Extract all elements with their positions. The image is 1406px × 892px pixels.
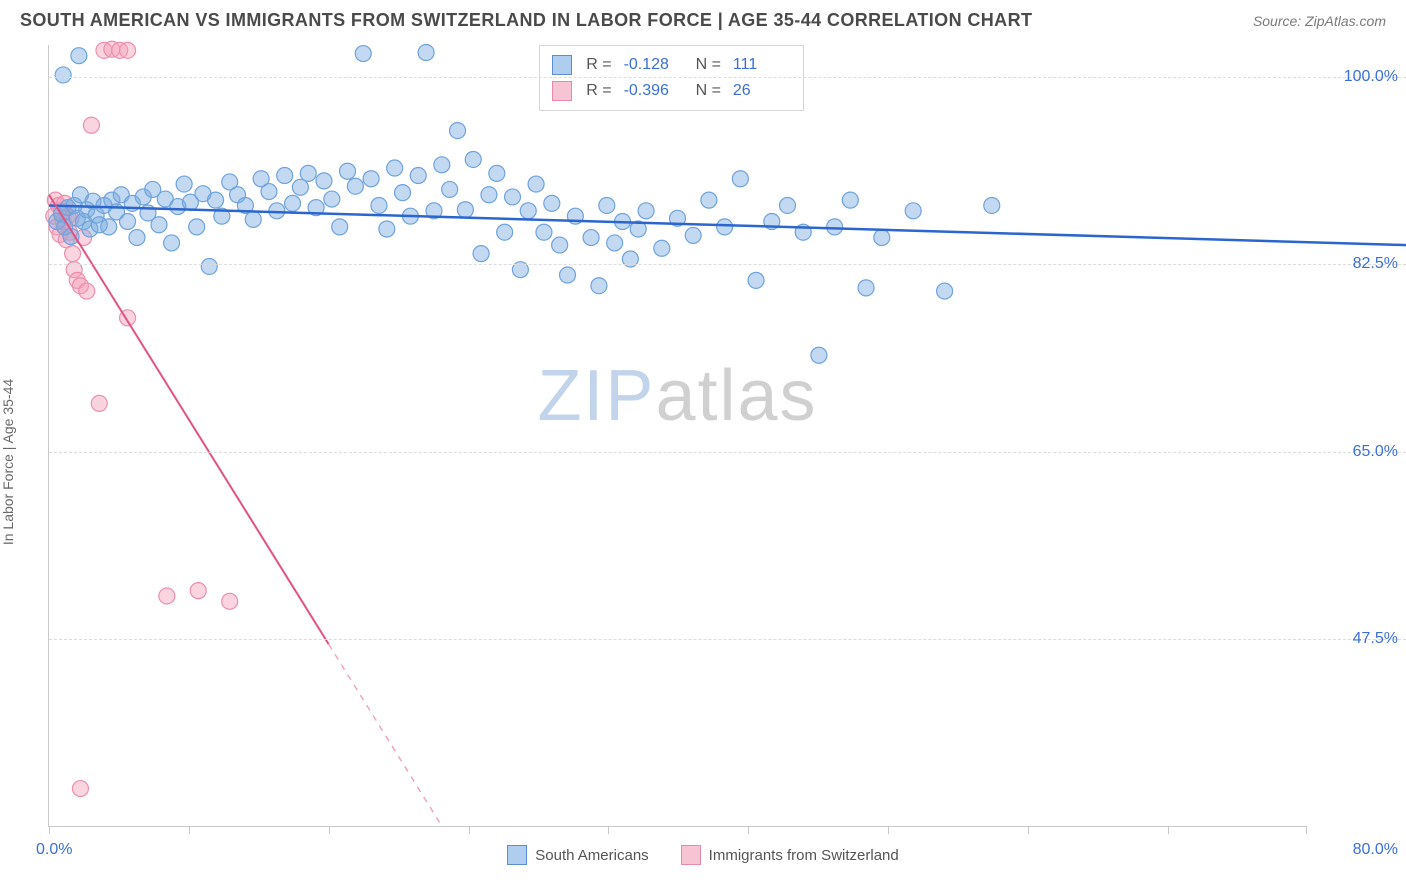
x-tick xyxy=(1028,826,1029,834)
legend-blue: South Americans xyxy=(507,845,648,865)
stat-r-pink: -0.396 xyxy=(624,78,682,104)
plot-svg xyxy=(49,45,1306,826)
stat-n-pink: 26 xyxy=(733,78,791,104)
chart-container: In Labor Force | Age 35-44 ZIPatlas R = … xyxy=(0,37,1406,887)
chart-title: SOUTH AMERICAN VS IMMIGRANTS FROM SWITZE… xyxy=(20,10,1032,31)
x-tick xyxy=(1168,826,1169,834)
stat-n-label: N = xyxy=(696,52,721,78)
x-tick xyxy=(888,826,889,834)
plot-area: ZIPatlas R = -0.128 N = 111 R = -0.396 N… xyxy=(48,45,1306,827)
x-tick xyxy=(329,826,330,834)
gridline xyxy=(49,77,1406,78)
legend-blue-label: South Americans xyxy=(535,847,648,864)
header: SOUTH AMERICAN VS IMMIGRANTS FROM SWITZE… xyxy=(0,0,1406,37)
y-tick-label: 82.5% xyxy=(1353,255,1398,273)
x-tick xyxy=(1306,826,1307,834)
swatch-blue-icon xyxy=(552,55,572,75)
x-tick xyxy=(189,826,190,834)
y-tick-label: 47.5% xyxy=(1353,630,1398,648)
y-axis-label: In Labor Force | Age 35-44 xyxy=(0,379,16,545)
y-tick-label: 100.0% xyxy=(1344,68,1398,86)
stat-r-label: R = xyxy=(586,52,611,78)
gridline xyxy=(49,264,1406,265)
swatch-pink-icon xyxy=(552,81,572,101)
legend-pink-label: Immigrants from Switzerland xyxy=(709,847,899,864)
footer-legend: South Americans Immigrants from Switzerl… xyxy=(0,845,1406,865)
legend-pink: Immigrants from Switzerland xyxy=(681,845,899,865)
gridline xyxy=(49,452,1406,453)
x-tick xyxy=(469,826,470,834)
x-tick xyxy=(608,826,609,834)
x-tick xyxy=(748,826,749,834)
stat-r-blue: -0.128 xyxy=(624,52,682,78)
y-tick-label: 65.0% xyxy=(1353,443,1398,461)
x-tick xyxy=(49,826,50,834)
stats-row-pink: R = -0.396 N = 26 xyxy=(552,78,791,104)
stats-row-blue: R = -0.128 N = 111 xyxy=(552,52,791,78)
stat-r-label-2: R = xyxy=(586,78,611,104)
swatch-pink-icon xyxy=(681,845,701,865)
gridline xyxy=(49,639,1406,640)
swatch-blue-icon xyxy=(507,845,527,865)
source-attribution: Source: ZipAtlas.com xyxy=(1253,13,1386,29)
stat-n-label-2: N = xyxy=(696,78,721,104)
stat-n-blue: 111 xyxy=(733,52,791,78)
